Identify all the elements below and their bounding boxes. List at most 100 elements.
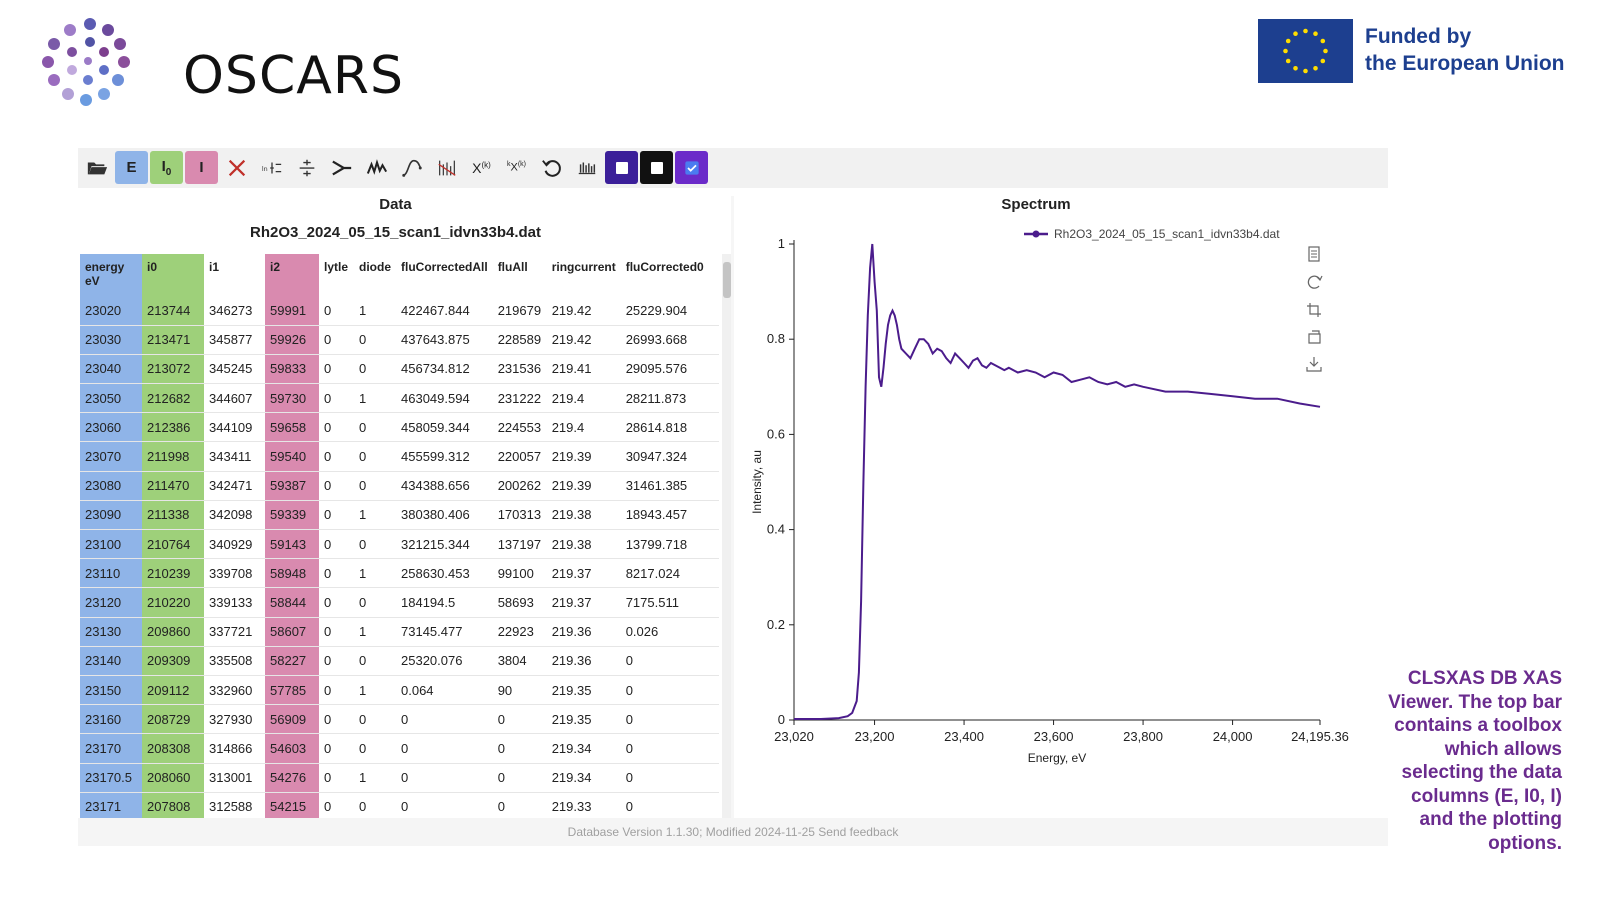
table-cell: 211338 [142,500,204,531]
table-cell: 0 [492,792,547,822]
column-header-energy[interactable]: energy eV [80,254,142,296]
table-cell: 219.4 [546,412,621,443]
normalize-button[interactable]: ln [255,151,288,184]
table-row[interactable]: 23070 211998 343411 59540 0 0 455599.312 220057… [80,441,719,472]
table-cell: 343411 [204,441,265,472]
reset-button[interactable] [535,151,568,184]
table-row[interactable]: 23171 207808 312588 54215 0 0 0 0 219.33 0 [80,792,719,822]
table-cell: 1 [354,500,396,531]
table-row[interactable]: 23020 213744 346273 59991 0 1 422467.844 219679… [80,296,719,326]
clear-selection-button[interactable] [220,151,253,184]
bar-table-icon [578,162,595,174]
toggle-option-1[interactable] [605,151,638,184]
table-cell: 219.41 [546,354,621,385]
table-row[interactable]: 23030 213471 345877 59926 0 0 437643.875 228589… [80,325,719,355]
merge-button[interactable] [325,151,358,184]
table-row[interactable]: 23080 211470 342471 59387 0 0 434388.656 200262… [80,471,719,501]
table-cell: 25229.904 [620,296,719,326]
select-i-button[interactable]: I [185,151,218,184]
table-row[interactable]: 23130 209860 337721 58607 0 1 73145.477 22923 21… [80,617,719,647]
y-tick-label: 0.6 [767,426,785,441]
column-header-diode[interactable]: diode [359,260,391,274]
table-row[interactable]: 23160 208729 327930 56909 0 0 0 0 219.35 0 [80,704,719,735]
table-cell: 73145.477 [396,617,493,647]
table-cell: 23080 [80,471,142,501]
table-row[interactable]: 23170 208308 314866 54603 0 0 0 0 219.34 0 [80,733,719,764]
table-cell: 90 [492,675,547,706]
chi-k-button[interactable]: X(k) [465,151,498,184]
spectrum-chart[interactable]: 0 0.2 0.4 0.6 0.8 1 23,020 23,200 23,400 23,600 23… [720,220,1352,815]
column-header-i1[interactable]: i1 [209,260,220,274]
table-cell: 58948 [265,558,319,589]
table-cell: 463049.594 [396,383,493,414]
panel-splitter[interactable] [731,196,734,836]
data-table-container[interactable]: energy eV i0 i1 i2 lytle diode fluCorrec… [80,254,720,839]
select-i0-button[interactable]: I0 [150,151,183,184]
table-cell: 313001 [204,763,265,793]
undo-icon [541,159,561,177]
table-row[interactable]: 23060 212386 344109 59658 0 0 458059.344 224553… [80,412,719,443]
open-folder-button[interactable] [80,151,113,184]
table-row[interactable]: 23090 211338 342098 59339 0 1 380380.406 170313… [80,500,719,531]
table-cell: 28211.873 [620,383,719,414]
table-row[interactable]: 23050 212682 344607 59730 0 1 463049.594 231222… [80,383,719,414]
deglitch-button[interactable] [430,151,463,184]
series-line[interactable] [794,243,1321,720]
csv-export-icon[interactable] [1308,246,1320,262]
crop-reset-icon[interactable] [1308,330,1321,344]
table-cell: 219.36 [546,617,621,647]
table-row[interactable]: 23100 210764 340929 59143 0 0 321215.344 137197… [80,529,719,560]
table-cell: 0 [319,441,354,472]
table-scrollbar[interactable] [722,254,732,834]
table-cell: 0 [354,354,396,385]
column-header-fluall[interactable]: fluAll [497,260,528,274]
table-cell: 231536 [492,354,547,385]
column-header-flucorrectedall[interactable]: fluCorrectedAll [401,260,488,274]
table-body: 23020 213744 346273 59991 0 1 422467.844 219679… [80,296,719,822]
table-cell: 0 [319,354,354,385]
table-cell: 23070 [80,441,142,472]
table-cell: 0 [319,733,354,764]
table-cell: 0 [354,412,396,443]
table-toggle-button[interactable] [570,151,603,184]
legend-label[interactable]: Rh2O3_2024_05_15_scan1_idvn33b4.dat [1054,227,1280,241]
table-row[interactable]: 23120 210220 339133 58844 0 0 184194.5 58693 219… [80,587,719,618]
table-row[interactable]: 23170.5 208060 313001 54276 0 1 0 0 219.34 0 [80,763,719,793]
table-cell: 23110 [80,558,142,589]
table-row[interactable]: 23140 209309 335508 58227 0 0 25320.076 3804 219… [80,646,719,676]
crop-icon[interactable] [1307,303,1321,317]
eu-funding-badge: Funded by the European Union [1258,19,1578,83]
divide-icon [299,159,314,176]
table-row[interactable]: 23040 213072 345245 59833 0 0 456734.812 231536… [80,354,719,385]
merge-icon [331,160,351,175]
scrollbar-thumb[interactable] [723,262,731,298]
toggle-option-2[interactable] [640,151,673,184]
column-header-label: energy eV [85,260,125,288]
table-row[interactable]: 23150 209112 332960 57785 0 1 0.064 90 219.35 0 [80,675,719,706]
column-header-lytle[interactable]: lytle [324,260,349,274]
column-header-flucorrected0[interactable]: fluCorrected0 [625,260,704,274]
smooth-button[interactable] [360,151,393,184]
footer: Database Version 1.1.30; Modified 2024-1… [78,818,1388,846]
column-header-i0[interactable]: i0 [142,254,204,296]
integrate-button[interactable] [395,151,428,184]
toggle-option-3[interactable] [675,151,708,184]
table-cell: 219.42 [546,325,621,355]
xas-viewer-app: E I0 I ln X(k) kX(k) [78,148,1388,866]
table-cell: 23170.5 [80,763,142,793]
divide-button[interactable] [290,151,323,184]
table-cell: 0 [354,587,396,618]
table-cell: 23170 [80,733,142,764]
refresh-icon[interactable] [1307,275,1323,289]
k-weight-button[interactable]: kX(k) [500,151,533,184]
table-cell: 0 [620,704,719,735]
select-energy-button[interactable]: E [115,151,148,184]
table-cell: 23030 [80,325,142,355]
table-header-row: energy eV i0 i1 i2 lytle diode fluCorrec… [80,254,719,296]
figure-caption: CLSXAS DB XAS Viewer. The top bar contai… [1388,668,1562,854]
table-cell: 59926 [265,325,319,355]
column-header-i2[interactable]: i2 [265,254,319,296]
download-icon[interactable] [1306,357,1322,372]
table-row[interactable]: 23110 210239 339708 58948 0 1 258630.453 99100 2… [80,558,719,589]
column-header-ringcurrent[interactable]: ringcurrent [551,260,616,274]
